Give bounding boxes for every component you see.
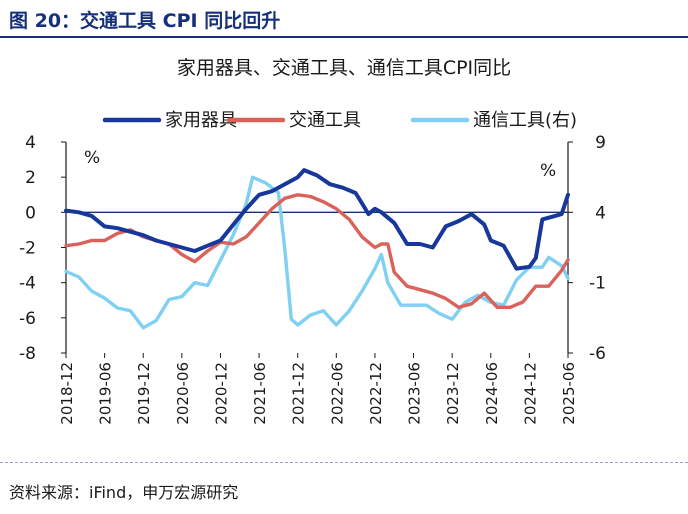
left-unit-label: % (84, 148, 100, 168)
x-tick-label: 2023-12 (444, 362, 462, 425)
right-tick-label: -6 (589, 344, 606, 364)
x-tick-label: 2021-12 (290, 362, 308, 425)
chart-title: 家用器具、交通工具、通信工具CPI同比 (177, 57, 511, 79)
legend-label-3: 通信工具(右) (473, 110, 577, 131)
x-tick-label: 2019-06 (97, 362, 115, 425)
left-tick-label: -4 (19, 274, 36, 294)
left-tick-label: -2 (19, 239, 36, 259)
x-tick-label: 2020-12 (212, 362, 230, 425)
left-tick-label: -8 (19, 344, 36, 364)
right-unit-label: % (540, 161, 556, 181)
series-lines (64, 168, 570, 330)
source-note: 资料来源：iFind，申万宏源研究 (9, 483, 239, 502)
right-tick-label: 9 (595, 133, 606, 153)
legend-label-2: 交通工具 (289, 110, 361, 131)
figure-title: 图 20：交通工具 CPI 同比回升 (9, 10, 281, 32)
line-chart: 家用器具、交通工具、通信工具CPI同比 家用器具 交通工具 通信工具(右) % % … (19, 57, 606, 425)
x-tick-label: 2021-06 (251, 362, 269, 425)
legend-label-1: 家用器具 (165, 110, 237, 131)
right-tick-label: -1 (589, 274, 606, 294)
x-tick-label: 2020-06 (174, 362, 192, 425)
title-rule (0, 36, 688, 38)
footer-rule (0, 462, 688, 463)
x-tick-label: 2024-06 (483, 362, 501, 425)
left-tick-label: 4 (25, 133, 36, 153)
series-line-3 (64, 175, 570, 330)
axes: 4 2 0 -2 -4 -6 -8 9 4 -1 -6 2018-12 2019-06 2019-12 20… (19, 133, 606, 425)
x-tick-label: 2022-12 (367, 362, 385, 425)
x-tick-label: 2022-06 (328, 362, 346, 425)
x-tick-label: 2018-12 (58, 362, 76, 425)
x-tick-label: 2023-06 (406, 362, 424, 425)
legend: 家用器具 交通工具 通信工具(右) (102, 110, 577, 131)
right-tick-label: 4 (595, 203, 606, 223)
series-line-1 (64, 168, 570, 271)
left-tick-label: 0 (25, 203, 36, 223)
x-tick-label: 2025-06 (560, 362, 578, 425)
left-tick-label: 2 (25, 168, 36, 188)
left-tick-label: -6 (19, 309, 36, 329)
x-tick-label: 2019-12 (135, 362, 153, 425)
x-tick-label: 2024-12 (521, 362, 539, 425)
